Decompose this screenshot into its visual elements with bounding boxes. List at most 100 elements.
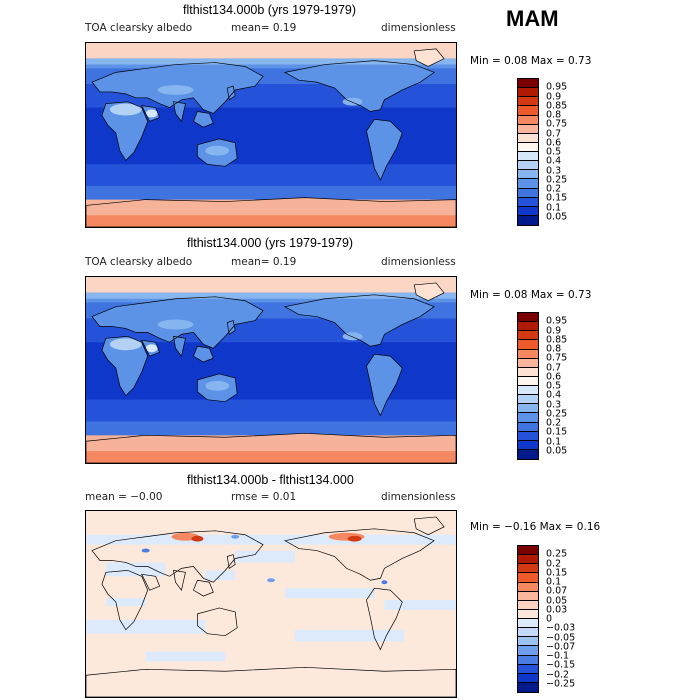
colorbar-swatch: [518, 546, 538, 556]
colorbar-swatch: [518, 555, 538, 565]
colorbar-tick-label: 0.1: [546, 202, 562, 213]
colorbar-tick-label: 0: [546, 613, 553, 625]
panel-1-units-label: dimensionless: [381, 22, 456, 34]
colorbar-swatch: [518, 646, 538, 656]
colorbar-swatch: [518, 206, 538, 216]
colorbar-tick-label: 0.05: [546, 595, 568, 606]
colorbar-swatch: [518, 358, 538, 368]
colorbar-tick-label: −0.03: [546, 622, 576, 634]
colorbar-tick-label: 0.15: [546, 567, 568, 579]
colorbar-swatch: [518, 322, 538, 332]
colorbar-tick-label: 0.9: [546, 325, 562, 336]
colorbar-swatch: [518, 170, 538, 180]
colorbar-swatch: [518, 637, 538, 647]
panel-3-minmax: Min = −0.16 Max = 0.16: [470, 521, 601, 533]
colorbar-swatch: [518, 313, 538, 323]
colorbar-swatch: [518, 449, 538, 459]
panel-2-units-label: dimensionless: [381, 256, 456, 268]
colorbar-tick-label: 0.3: [546, 165, 562, 176]
colorbar-swatch: [518, 591, 538, 601]
colorbar-tick-label: 0.6: [546, 371, 562, 383]
colorbar-tick-label: 0.05: [546, 445, 568, 457]
colorbar-swatch: [518, 161, 538, 171]
colorbar-swatch: [518, 673, 538, 683]
colorbar-swatch: [518, 422, 538, 432]
colorbar-swatch: [518, 88, 538, 98]
colorbar-tick-label: 0.7: [546, 128, 562, 139]
colorbar-swatch: [518, 682, 538, 692]
colorbar-swatch: [518, 97, 538, 107]
panel-3-rmse-label: rmse = 0.01: [231, 491, 297, 503]
colorbar-swatch: [518, 404, 538, 414]
panel-3-title: flthist134.000b - flthist134.000: [187, 473, 354, 487]
panel-1-colorbar: [517, 78, 539, 226]
colorbar-swatch: [518, 386, 538, 396]
colorbar-swatch: [518, 215, 538, 225]
colorbar-tick-label: 0.25: [546, 408, 568, 420]
colorbar-tick-label: 0.05: [546, 211, 568, 223]
colorbar-swatch: [518, 413, 538, 423]
colorbar-swatch: [518, 115, 538, 125]
colorbar-tick-label: 0.2: [546, 558, 562, 569]
panel-2-variable-label: TOA clearsky albedo: [85, 256, 193, 268]
colorbar-tick-label: −0.15: [546, 659, 576, 671]
colorbar-swatch: [518, 582, 538, 592]
panel-1-map: [85, 42, 457, 228]
colorbar-swatch: [518, 349, 538, 359]
colorbar-tick-label: 0.1: [546, 436, 562, 447]
colorbar-swatch: [518, 376, 538, 386]
colorbar-swatch: [518, 367, 538, 377]
world-map-svg: [86, 43, 456, 227]
colorbar-swatch: [518, 600, 538, 610]
colorbar-tick-label: 0.95: [546, 81, 568, 93]
colorbar-swatch: [518, 152, 538, 162]
panel-2-title: flthist134.000 (yrs 1979-1979): [187, 236, 354, 250]
colorbar-tick-label: 0.4: [546, 389, 562, 401]
panel-3-mean-label: mean = −0.00: [85, 491, 163, 503]
colorbar-tick-label: 0.03: [546, 604, 568, 616]
colorbar-swatch: [518, 564, 538, 574]
colorbar-tick-label: 0.95: [546, 315, 568, 327]
colorbar-swatch: [518, 395, 538, 405]
colorbar-swatch: [518, 79, 538, 89]
colorbar-tick-label: −0.1: [546, 650, 570, 662]
panel-2-map: [85, 276, 457, 464]
colorbar-swatch: [518, 197, 538, 207]
colorbar-tick-label: 0.75: [546, 118, 568, 130]
colorbar-swatch: [518, 573, 538, 583]
colorbar-swatch: [518, 124, 538, 134]
colorbar-swatch: [518, 188, 538, 198]
panel-1-title: flthist134.000b (yrs 1979-1979): [183, 3, 357, 17]
colorbar-tick-label: 0.25: [546, 548, 568, 560]
colorbar-swatch: [518, 619, 538, 629]
colorbar-tick-label: 0.5: [546, 380, 562, 392]
colorbar-swatch: [518, 664, 538, 674]
world-map-svg: [86, 511, 456, 697]
colorbar-swatch: [518, 331, 538, 341]
colorbar-tick-label: 0.85: [546, 334, 568, 346]
colorbar-swatch: [518, 106, 538, 116]
panel-3-colorbar: [517, 545, 539, 693]
colorbar-tick-label: 0.25: [546, 174, 568, 186]
colorbar-tick-label: 0.2: [546, 417, 562, 429]
colorbar-tick-label: 0.3: [546, 399, 562, 410]
colorbar-tick-label: −0.25: [546, 678, 576, 690]
panel-1-mean-label: mean= 0.19: [231, 22, 297, 34]
colorbar-tick-label: 0.8: [546, 109, 562, 121]
colorbar-swatch: [518, 133, 538, 143]
colorbar-tick-label: −0.05: [546, 632, 576, 643]
colorbar-tick-label: 0.5: [546, 146, 562, 158]
panel-2-colorbar: [517, 312, 539, 460]
panel-3-map: [85, 510, 457, 698]
colorbar-tick-label: −0.2: [546, 669, 570, 680]
panel-2-mean-label: mean= 0.19: [231, 256, 297, 268]
colorbar-swatch: [518, 431, 538, 441]
colorbar-swatch: [518, 609, 538, 619]
colorbar-swatch: [518, 440, 538, 450]
panel-1-variable-label: TOA clearsky albedo: [85, 22, 193, 34]
colorbar-tick-label: 0.7: [546, 362, 562, 373]
colorbar-tick-label: 0.1: [546, 576, 562, 588]
panel-3-units-label: dimensionless: [381, 491, 456, 503]
season-label: MAM: [506, 6, 559, 31]
colorbar-tick-label: 0.15: [546, 192, 568, 204]
